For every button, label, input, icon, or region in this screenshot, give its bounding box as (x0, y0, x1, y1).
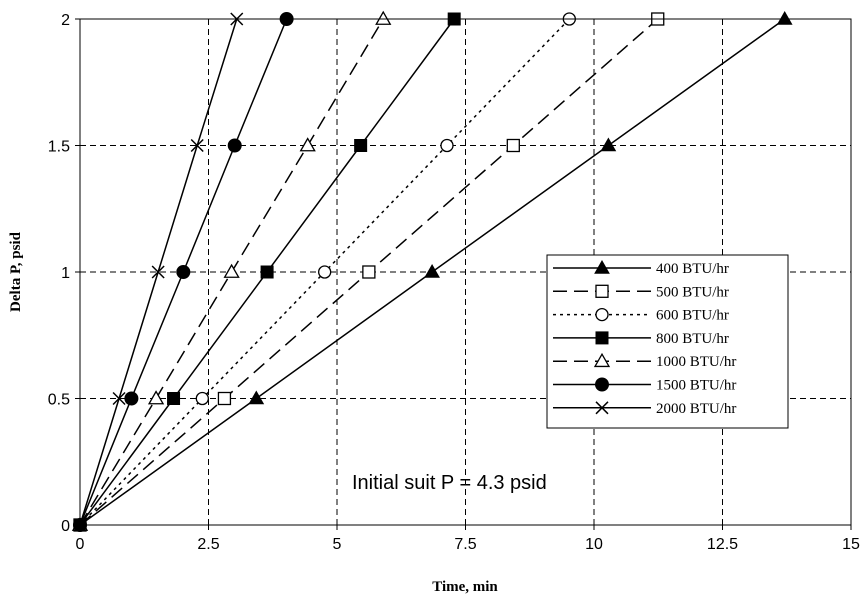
legend: 400 BTU/hr 500 BTU/hr 600 BTU/hr 800 BTU/hr… (546, 254, 789, 429)
marker-x (595, 401, 609, 415)
marker-square-filled (167, 392, 181, 405)
legend-entry: 400 BTU/hr (553, 259, 729, 277)
marker-triangle-open (375, 10, 392, 25)
legend-label: 1500 BTU/hr (656, 378, 736, 394)
x-tick-label: 7.5 (454, 536, 476, 553)
marker-x (151, 265, 165, 279)
marker-square-open (595, 284, 609, 298)
legend-label: 1000 BTU/hr (656, 354, 736, 370)
x-tick-label: 15 (842, 536, 860, 553)
y-axis-title: Delta P, psid (8, 231, 24, 312)
marker-triangle-open (147, 390, 165, 405)
y-tick-label: 1 (61, 265, 70, 282)
marker-circle-filled (595, 377, 609, 392)
marker-triangle-filled (594, 259, 610, 274)
marker-circle-open (595, 307, 609, 322)
marker-triangle-filled (424, 263, 440, 278)
marker-circle-open (440, 138, 454, 153)
legend-box (546, 254, 789, 429)
y-tick-label: 2 (61, 12, 70, 29)
marker-x (112, 391, 126, 406)
marker-triangle-filled (776, 10, 793, 25)
legend-entry: 1000 BTU/hr (553, 352, 736, 370)
marker-circle-filled (176, 265, 191, 279)
x-tick-label: 2.5 (197, 536, 219, 553)
legend-label: 2000 BTU/hr (656, 401, 736, 417)
legend-label: 400 BTU/hr (656, 261, 729, 277)
marker-square-open (362, 265, 376, 279)
y-tick-label: 0 (61, 518, 70, 535)
legend-entry: 600 BTU/hr (553, 308, 729, 324)
marker-square-filled (595, 331, 609, 345)
marker-triangle-open (223, 263, 240, 278)
marker-triangle-open (299, 137, 316, 152)
legend-label: 800 BTU/hr (656, 331, 729, 347)
marker-triangle-open (593, 352, 611, 368)
marker-circle-open (195, 391, 209, 406)
legend-entry: 2000 BTU/hr (553, 401, 736, 417)
y-tick-label: 1.5 (48, 139, 70, 156)
legend-label: 500 BTU/hr (656, 284, 729, 300)
marker-square-filled (354, 139, 368, 152)
marker-square-open (217, 391, 232, 406)
annotation-text: Initial suit P = 4.3 psid (352, 472, 547, 494)
series-4 (73, 12, 461, 532)
x-tick-label: 12.5 (707, 536, 738, 553)
marker-circle-open (318, 265, 332, 279)
x-tick-label: 5 (333, 536, 342, 553)
legend-entry: 500 BTU/hr (553, 284, 729, 300)
marker-triangle-filled (248, 390, 265, 405)
marker-x (190, 138, 204, 153)
x-tick-label: 10 (585, 536, 603, 553)
x-tick-label: 0 (76, 536, 85, 553)
ticks: 0 2.5 5 7.5 10 12.5 15 0 0.5 1 1.5 2 (48, 12, 860, 553)
marker-circle-filled (227, 138, 242, 153)
x-axis-title: Time, min (432, 579, 498, 595)
marker-triangle-filled (600, 137, 617, 152)
marker-circle-filled (124, 391, 139, 406)
legend-entry: 800 BTU/hr (553, 331, 729, 347)
marker-square-filled (260, 265, 274, 279)
y-tick-label: 0.5 (48, 392, 70, 409)
legend-label: 600 BTU/hr (656, 308, 729, 324)
legend-entry: 1500 BTU/hr (553, 377, 736, 394)
marker-square-open (506, 138, 520, 153)
